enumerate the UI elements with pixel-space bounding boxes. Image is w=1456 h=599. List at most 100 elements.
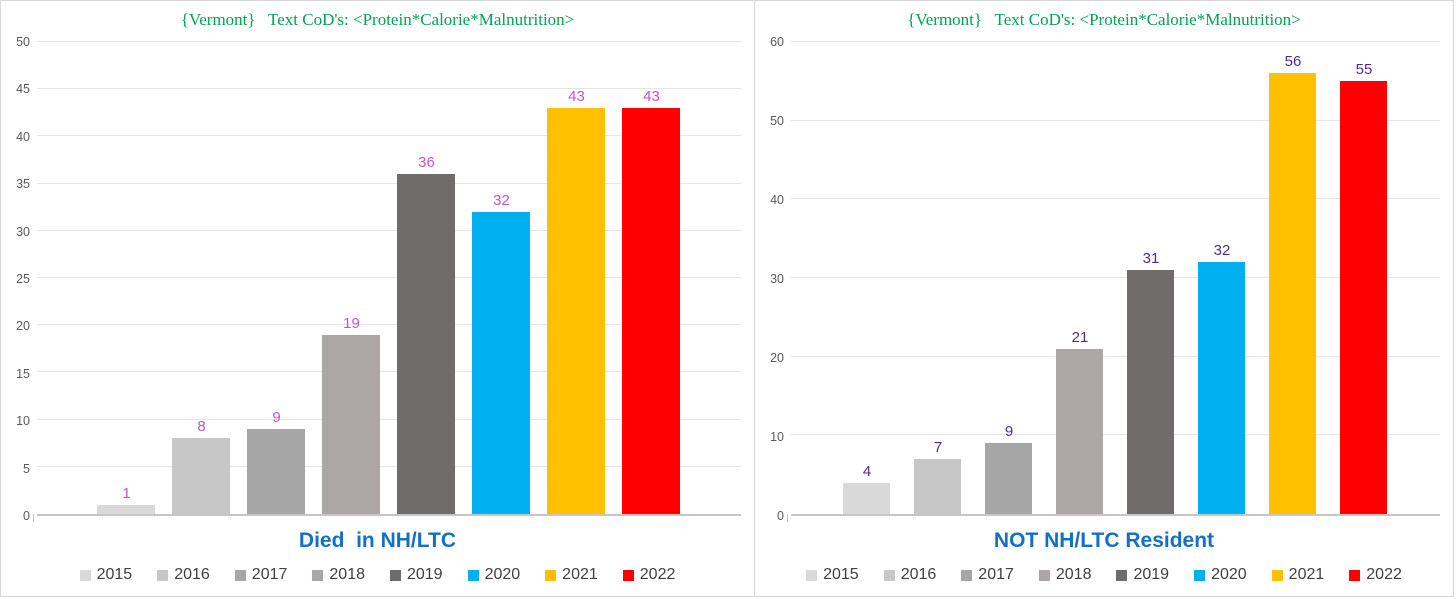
legend-label: 2016 (900, 566, 937, 583)
bar-group-2017: 9 (247, 42, 306, 514)
bar-2018 (1056, 348, 1104, 514)
bar-group-2018: 21 (1056, 42, 1104, 514)
legend-item-2015: 2015 (806, 566, 859, 584)
legend-item-2018: 2018 (312, 566, 365, 584)
bar-group-2020: 32 (472, 42, 531, 514)
bar-2015 (843, 482, 891, 514)
gridline (37, 371, 741, 373)
y-tick-label: 60 (770, 35, 784, 49)
bar-value-label: 32 (1213, 242, 1231, 260)
legend-swatch (806, 569, 818, 581)
bar-value-label: 9 (272, 409, 281, 427)
bar-value-label: 4 (862, 462, 872, 480)
legend-item-2022: 2022 (1349, 566, 1402, 584)
bar-2017 (247, 429, 306, 514)
legend-label: 2015 (823, 566, 859, 583)
bar-2015 (97, 504, 156, 514)
bars: 4 7 9 21 31 32 56 55 (791, 42, 1440, 514)
legend-label: 2019 (406, 566, 443, 583)
legend-label: 2017 (978, 566, 1014, 583)
y-axis: 0 10 20 30 40 50 60 (761, 35, 791, 523)
bar-2019 (1127, 270, 1175, 514)
bar-2020 (1198, 262, 1246, 514)
legend-swatch (1194, 569, 1206, 581)
legend-item-2017: 2017 (234, 566, 287, 584)
chart-panel-died-in-nhltc: {Vermont} Text CoD's: <Protein*Calorie*M… (1, 1, 754, 596)
legend-swatch (234, 569, 246, 581)
legend-label: 2020 (1211, 566, 1247, 583)
legend-swatch (883, 569, 895, 581)
bar-value-label: 55 (1355, 61, 1373, 79)
legend-label: 2021 (1288, 566, 1325, 583)
bar-group-2020: 32 (1198, 42, 1246, 514)
legend-swatch (961, 569, 973, 581)
bar-group-2015: 4 (843, 42, 891, 514)
bar-2016 (914, 458, 962, 514)
bar-2016 (172, 438, 231, 514)
legend-item-2020: 2020 (467, 566, 521, 584)
legend-item-2021: 2021 (545, 566, 598, 584)
y-tick-label: 30 (16, 224, 30, 239)
bar-2019 (397, 174, 456, 514)
chart-panel-not-nhltc-resident: {Vermont} Text CoD's: <Protein*Calorie*M… (753, 1, 1453, 596)
bar-group-2022: 55 (1340, 42, 1388, 514)
bar-group-2015: 1 (97, 42, 156, 514)
legend-item-2016: 2016 (157, 566, 210, 584)
legend-swatch (1349, 569, 1361, 581)
bar-2022 (1340, 81, 1388, 514)
y-axis: 0 5 10 15 20 25 30 35 40 45 50 (7, 35, 37, 523)
gridline (790, 198, 1440, 200)
bar-group-2021: 43 (547, 42, 606, 514)
gridline (37, 229, 741, 231)
bar-group-2016: 8 (172, 42, 231, 514)
bar-value-label: 56 (1284, 53, 1302, 71)
bar-value-label: 8 (197, 418, 206, 436)
legend-label: 2018 (329, 566, 365, 583)
legend-label: 2022 (639, 566, 676, 583)
bar-value-label: 32 (493, 191, 510, 209)
gridline (790, 434, 1440, 436)
plot-area: 4 7 9 21 31 32 56 55 (786, 41, 1440, 522)
y-tick-label: 45 (16, 82, 30, 97)
legend-label: 2022 (1366, 566, 1402, 583)
legend-swatch (622, 569, 634, 581)
legend-label: 2020 (484, 566, 521, 583)
y-tick-label: 5 (23, 461, 30, 476)
legend-label: 2015 (96, 566, 133, 583)
bar-value-label: 1 (122, 484, 131, 502)
bar-group-2016: 7 (914, 42, 962, 514)
bar-group-2018: 19 (322, 42, 381, 514)
bar-value-label: 21 (1071, 328, 1089, 346)
gridline (37, 41, 741, 42)
legend-swatch (79, 569, 91, 581)
y-tick-label: 40 (770, 193, 784, 208)
gridline (37, 88, 741, 90)
gridline (790, 277, 1440, 278)
bar-group-2022: 43 (622, 42, 681, 514)
y-tick-label: 35 (16, 177, 30, 192)
legend-item-2019: 2019 (389, 566, 443, 584)
bar-value-label: 7 (933, 438, 943, 456)
axis-title: NOT NH/LTC Resident (993, 529, 1215, 552)
legend: 2015 2016 2017 2018 2019 2020 2021 2022 (1, 566, 754, 584)
legend-item-2022: 2022 (622, 566, 676, 584)
legend-swatch (157, 569, 169, 581)
bar-group-2019: 31 (1127, 42, 1175, 514)
bar-2017 (985, 443, 1033, 514)
bar-group-2021: 56 (1269, 42, 1317, 514)
legend-item-2016: 2016 (883, 566, 937, 584)
chart-title: {Vermont} Text CoD's: <Protein*Calorie*M… (180, 10, 575, 29)
bar-2022 (622, 108, 681, 514)
y-tick-label: 30 (770, 272, 784, 286)
y-tick-label: 10 (16, 414, 30, 429)
legend-item-2019: 2019 (1116, 566, 1169, 584)
bar-group-2017: 9 (985, 42, 1033, 514)
y-tick-label: 0 (23, 509, 30, 523)
legend-swatch (545, 569, 557, 581)
chart-area: 0 5 10 15 20 25 30 35 40 45 50 1 8 9 19 36 32 43 43 (1, 35, 754, 523)
legend-swatch (312, 569, 324, 581)
legend-swatch (1271, 569, 1283, 581)
y-tick-label: 50 (16, 35, 30, 49)
legend-swatch (1116, 569, 1128, 581)
